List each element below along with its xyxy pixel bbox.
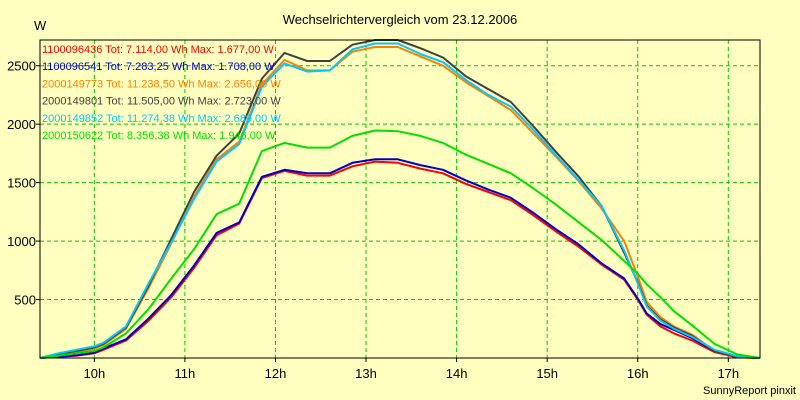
legend-entry-2000150622: 2000150622 Tot: 8.356,38 Wh Max: 1.946,0… — [42, 130, 276, 142]
y-tick-label: 1000 — [7, 234, 36, 249]
series-line-2000149852 — [39, 42, 761, 359]
series-layer — [39, 39, 761, 359]
series-line-1100096541 — [39, 158, 761, 359]
y-tick-label: 500 — [14, 293, 36, 308]
legend: 1100096436 Tot: 7.114,00 Wh Max: 1.677,0… — [42, 44, 281, 142]
series-line-1100096436 — [39, 160, 761, 359]
x-tick-label: 16h — [627, 366, 649, 381]
x-tick-label: 14h — [446, 366, 468, 381]
x-tick-label: 15h — [536, 366, 558, 381]
axes — [36, 39, 761, 362]
x-tick-label: 10h — [83, 366, 105, 381]
series-line-2000149773 — [39, 46, 761, 359]
grid — [40, 40, 760, 358]
tick-labels: 500 1000 1500 2000 2500 10h 11h 12h 13h 14h 15h 16h… — [7, 59, 739, 381]
y-tick-label: 1500 — [7, 176, 36, 191]
y-tick-label: 2000 — [7, 117, 36, 132]
legend-entry-1100096436: 1100096436 Tot: 7.114,00 Wh Max: 1.677,0… — [42, 44, 274, 56]
x-tick-label: 17h — [717, 366, 739, 381]
footer-credit: SunnyReport pinxit — [703, 385, 796, 397]
legend-entry-2000149773: 2000149773 Tot: 11.238,50 Wh Max: 2.656,… — [42, 78, 281, 90]
x-tick-label: 13h — [355, 366, 377, 381]
y-tick-label: 2500 — [7, 59, 36, 74]
x-tick-label: 12h — [265, 366, 287, 381]
x-tick-label: 11h — [175, 366, 196, 381]
plot-frame — [39, 39, 761, 359]
y-axis-unit: W — [34, 18, 47, 33]
legend-entry-2000149852: 2000149852 Tot: 11.274,38 Wh Max: 2.689,… — [42, 113, 281, 125]
series-line-2000150622 — [39, 129, 761, 359]
chart-title: Wechselrichtervergleich vom 23.12.2006 — [283, 12, 518, 27]
legend-entry-1100096541: 1100096541 Tot: 7.283,25 Wh Max: 1.708,0… — [42, 61, 275, 73]
legend-entry-2000149801: 2000149801 Tot: 11.505,00 Wh Max: 2.723,… — [42, 96, 281, 108]
